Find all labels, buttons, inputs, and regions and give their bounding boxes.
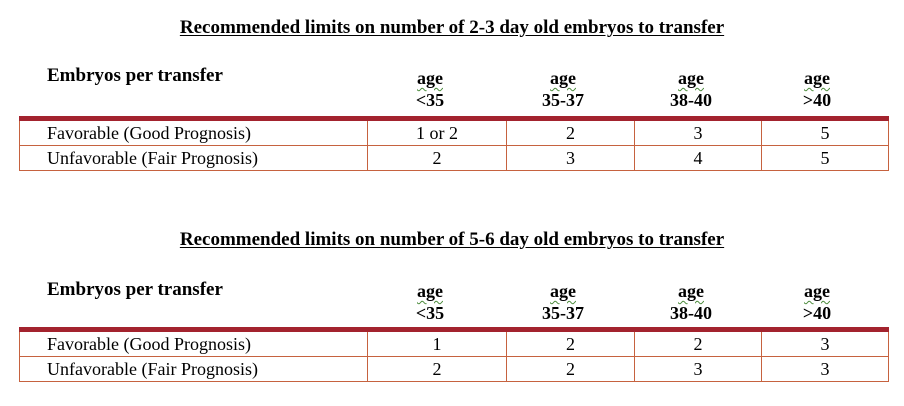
- table-1-row-header: Embryos per transfer: [47, 65, 223, 86]
- table-row: Unfavorable (Fair Prognosis) 2 2 3 3: [19, 356, 889, 382]
- table-2-row-header: Embryos per transfer: [47, 279, 223, 300]
- table-cell: 4: [634, 145, 762, 171]
- table-2-col-header-3: age 38-40: [631, 280, 751, 324]
- table-cell: 3: [506, 145, 635, 171]
- table-row: Unfavorable (Fair Prognosis) 2 3 4 5: [19, 145, 889, 171]
- table-cell: 3: [761, 327, 889, 357]
- table-cell: 3: [761, 356, 889, 382]
- table-2-col-header-1: age <35: [370, 280, 490, 324]
- column-age-range: <35: [415, 303, 445, 323]
- table-1-col-header-3: age 38-40: [631, 67, 751, 111]
- row-label: Favorable (Good Prognosis): [19, 327, 368, 357]
- row-label: Unfavorable (Fair Prognosis): [19, 356, 368, 382]
- column-age-label: age: [417, 281, 443, 301]
- column-age-range: 35-37: [542, 303, 584, 323]
- table-1-grid: Favorable (Good Prognosis) 1 or 2 2 3 5 …: [19, 116, 889, 171]
- table-cell: 2: [506, 327, 635, 357]
- column-age-label: age: [678, 281, 704, 301]
- table-1-title: Recommended limits on number of 2-3 day …: [179, 17, 725, 38]
- row-label: Unfavorable (Fair Prognosis): [19, 145, 368, 171]
- table-cell: 1 or 2: [367, 116, 507, 146]
- table-cell: 5: [761, 145, 889, 171]
- table-cell: 1: [367, 327, 507, 357]
- column-age-label: age: [678, 68, 704, 88]
- table-2-grid: Favorable (Good Prognosis) 1 2 2 3 Unfav…: [19, 327, 889, 382]
- row-label: Favorable (Good Prognosis): [19, 116, 368, 146]
- table-cell: 2: [367, 356, 507, 382]
- column-age-label: age: [417, 68, 443, 88]
- column-age-label: age: [804, 281, 830, 301]
- column-age-range: >40: [802, 90, 832, 110]
- column-age-label: age: [550, 68, 576, 88]
- column-age-range: 35-37: [542, 90, 584, 110]
- table-cell: 2: [506, 116, 635, 146]
- table-cell: 2: [634, 327, 762, 357]
- table-2-col-header-4: age >40: [757, 280, 877, 324]
- table-cell: 2: [367, 145, 507, 171]
- table-1-col-header-4: age >40: [757, 67, 877, 111]
- column-age-label: age: [804, 68, 830, 88]
- table-2-col-header-2: age 35-37: [503, 280, 623, 324]
- table-1-col-header-2: age 35-37: [503, 67, 623, 111]
- column-age-label: age: [550, 281, 576, 301]
- column-age-range: >40: [802, 303, 832, 323]
- table-cell: 3: [634, 356, 762, 382]
- table-1-col-header-1: age <35: [370, 67, 490, 111]
- table-cell: 3: [634, 116, 762, 146]
- column-age-range: 38-40: [670, 303, 712, 323]
- table-cell: 2: [506, 356, 635, 382]
- column-age-range: 38-40: [670, 90, 712, 110]
- table-2-title: Recommended limits on number of 5-6 day …: [179, 229, 725, 250]
- column-age-range: <35: [415, 90, 445, 110]
- table-row: Favorable (Good Prognosis) 1 or 2 2 3 5: [19, 116, 889, 146]
- table-row: Favorable (Good Prognosis) 1 2 2 3: [19, 327, 889, 357]
- table-cell: 5: [761, 116, 889, 146]
